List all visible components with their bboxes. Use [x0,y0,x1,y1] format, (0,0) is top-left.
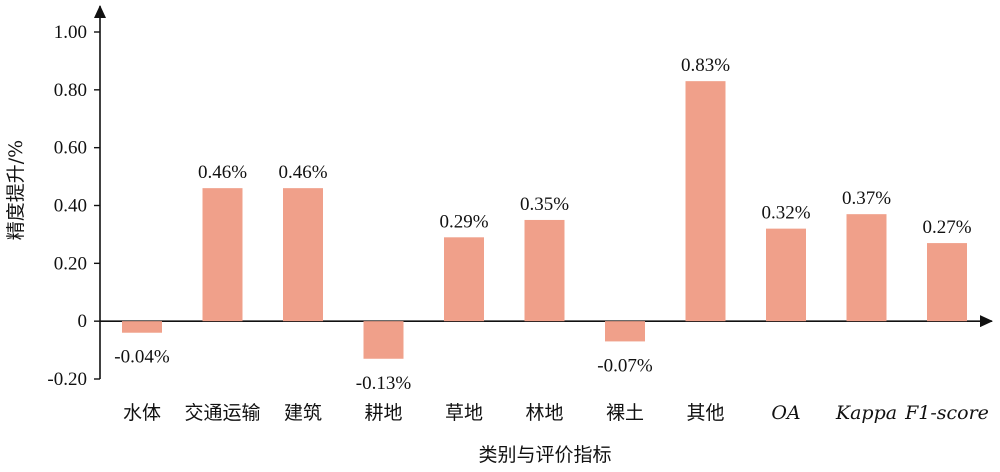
category-label: 交通运输 [184,402,260,424]
bar [524,219,565,322]
category-labels-group: 水体 交通运输 建筑 耕地 草地 林地 裸土 其他 OA Kappa F1-score [123,402,989,424]
category-label: 建筑 [284,402,322,424]
y-tick-label: 0.80 [54,80,87,101]
bar [846,214,887,322]
y-tick-label: 0.20 [54,253,87,274]
category-label: Kappa [835,402,897,424]
bar [202,188,243,322]
bar [444,237,484,322]
bar [363,321,404,359]
data-label: 0.27% [922,217,971,238]
category-label: 裸土 [606,402,644,424]
bar [685,81,726,322]
y-tick-label: 0 [78,311,88,332]
data-label: -0.13% [356,373,412,394]
bar [927,243,967,322]
category-label: 水体 [123,402,161,424]
bars-group [122,81,967,359]
bar [766,228,806,322]
y-axis: -0.20 0 0.20 0.40 0.60 0.80 1.00 [47,5,106,390]
y-tick-label: 0.40 [54,196,87,217]
data-label: 0.29% [439,211,488,232]
bar [283,188,323,322]
category-label: 草地 [445,402,483,424]
category-label: 耕地 [364,402,402,424]
data-label: 0.35% [520,194,569,215]
x-axis-title: 类别与评价指标 [478,444,611,466]
data-label: 0.37% [842,188,891,209]
y-axis-title: 精度提升/% [5,140,27,240]
category-label: F1-score [904,402,989,424]
data-label: 0.32% [761,203,810,224]
data-label: -0.04% [114,347,170,368]
category-label: 林地 [525,402,563,424]
data-label: -0.07% [597,355,653,376]
data-label: 0.83% [681,55,730,76]
y-tick-label: -0.20 [47,369,87,390]
data-label: 0.46% [278,162,327,183]
bar [605,321,645,342]
data-labels-group: -0.04% 0.46% 0.46% -0.13% 0.29% 0.35% -0.07% 0.… [114,55,971,394]
y-tick-label: 0.60 [54,138,87,159]
bar [122,321,162,333]
data-label: 0.46% [198,162,247,183]
category-label: OA [771,402,800,424]
category-label: 其他 [686,402,724,424]
y-tick-label: 1.00 [54,22,87,43]
